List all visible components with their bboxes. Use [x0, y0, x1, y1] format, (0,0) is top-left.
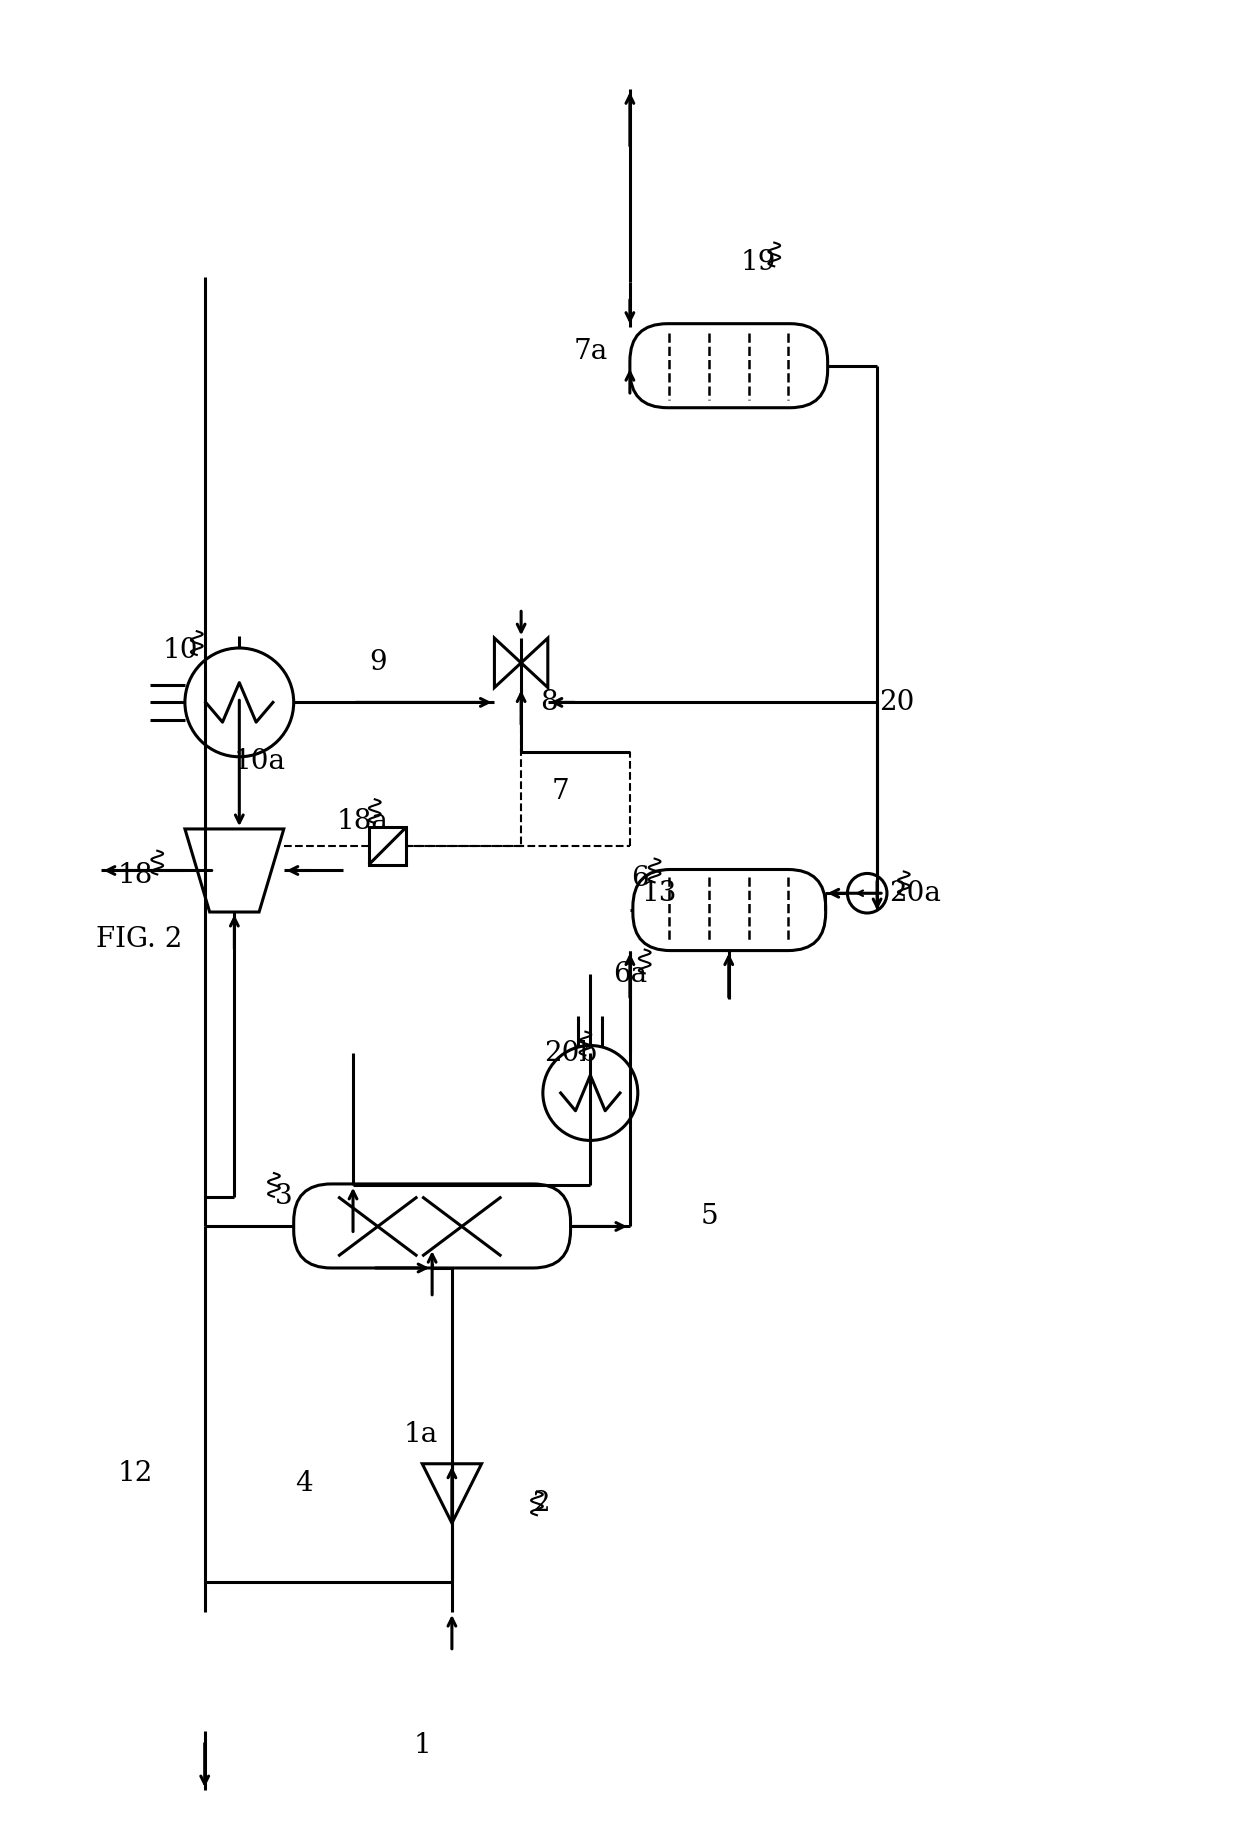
Text: 20a: 20a [889, 881, 941, 906]
Text: 8: 8 [539, 689, 558, 716]
Text: 2: 2 [532, 1489, 549, 1516]
Text: 3: 3 [275, 1184, 293, 1209]
Text: 1: 1 [413, 1732, 432, 1759]
Text: 13: 13 [642, 881, 677, 906]
Text: 20: 20 [879, 689, 915, 716]
Text: 7: 7 [552, 778, 569, 806]
Text: 10a: 10a [233, 749, 285, 775]
Text: 12: 12 [118, 1460, 154, 1487]
Text: 6: 6 [631, 864, 649, 892]
Text: 18: 18 [118, 862, 154, 890]
Text: 20b: 20b [544, 1040, 598, 1067]
Text: 6a: 6a [613, 961, 647, 988]
Text: FIG. 2: FIG. 2 [95, 926, 182, 954]
Text: 9: 9 [370, 649, 387, 676]
Text: 4: 4 [295, 1471, 312, 1496]
Text: 18a: 18a [337, 808, 389, 835]
Text: 19: 19 [740, 248, 776, 276]
Text: 10: 10 [162, 638, 197, 665]
Text: 5: 5 [701, 1202, 718, 1230]
Text: 7a: 7a [573, 338, 608, 365]
Text: 1a: 1a [403, 1421, 438, 1447]
Bar [368, 828, 407, 864]
